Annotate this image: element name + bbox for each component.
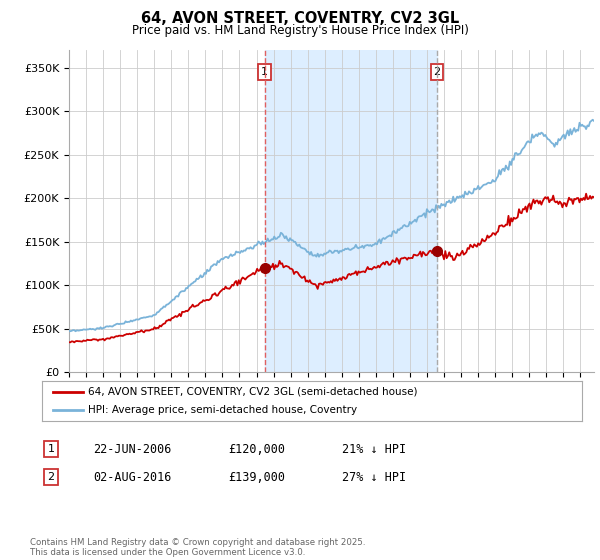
Text: 64, AVON STREET, COVENTRY, CV2 3GL: 64, AVON STREET, COVENTRY, CV2 3GL bbox=[141, 11, 459, 26]
Text: 1: 1 bbox=[47, 444, 55, 454]
Text: Price paid vs. HM Land Registry's House Price Index (HPI): Price paid vs. HM Land Registry's House … bbox=[131, 24, 469, 36]
Text: £139,000: £139,000 bbox=[228, 470, 285, 484]
Text: 2: 2 bbox=[433, 67, 440, 77]
Bar bbox=[265, 50, 437, 372]
Text: £120,000: £120,000 bbox=[228, 442, 285, 456]
Text: 27% ↓ HPI: 27% ↓ HPI bbox=[342, 470, 406, 484]
Text: 02-AUG-2016: 02-AUG-2016 bbox=[93, 470, 172, 484]
Text: 21% ↓ HPI: 21% ↓ HPI bbox=[342, 442, 406, 456]
Text: 2: 2 bbox=[47, 472, 55, 482]
Text: Contains HM Land Registry data © Crown copyright and database right 2025.
This d: Contains HM Land Registry data © Crown c… bbox=[30, 538, 365, 557]
Text: 22-JUN-2006: 22-JUN-2006 bbox=[93, 442, 172, 456]
Text: 64, AVON STREET, COVENTRY, CV2 3GL (semi-detached house): 64, AVON STREET, COVENTRY, CV2 3GL (semi… bbox=[88, 387, 418, 396]
Text: 1: 1 bbox=[261, 67, 268, 77]
Text: HPI: Average price, semi-detached house, Coventry: HPI: Average price, semi-detached house,… bbox=[88, 405, 357, 415]
